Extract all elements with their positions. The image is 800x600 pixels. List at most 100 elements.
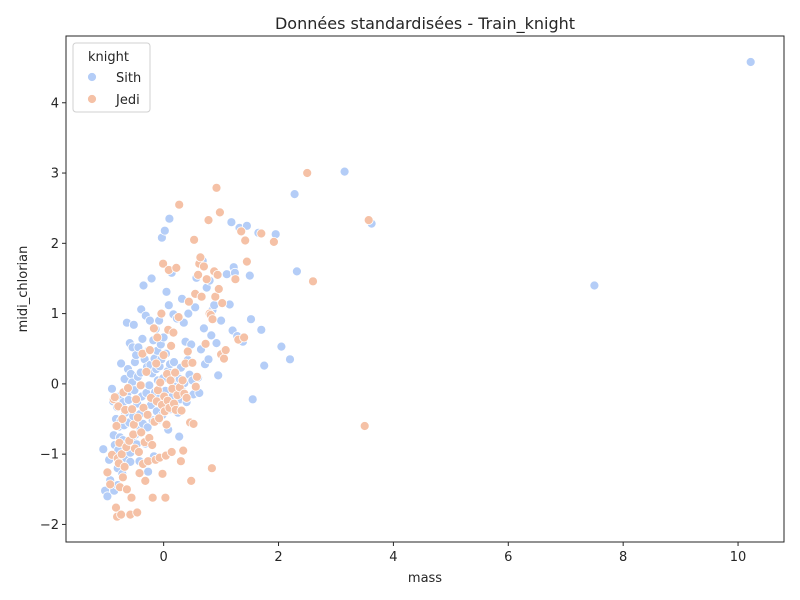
data-point-sith [174, 431, 185, 442]
data-point-jedi [132, 412, 143, 423]
data-point-jedi [158, 350, 169, 361]
data-point-jedi [119, 461, 130, 472]
data-point-sith [164, 213, 175, 224]
y-tick-label: 0 [51, 377, 59, 392]
data-point-sith [159, 225, 170, 236]
data-point-jedi [155, 377, 166, 388]
data-point-sith [226, 217, 237, 228]
data-point-jedi [214, 207, 225, 218]
data-point-sith [246, 314, 256, 325]
data-point-sith [146, 273, 157, 284]
data-point-sith [107, 383, 117, 394]
data-point-jedi [102, 467, 113, 478]
data-point-sith [291, 266, 302, 277]
data-point-jedi [141, 366, 152, 377]
data-point-jedi [217, 298, 228, 309]
data-point-jedi [240, 235, 251, 246]
data-point-jedi [201, 274, 212, 285]
data-point-sith [256, 324, 267, 335]
data-point-jedi [160, 492, 171, 503]
data-point-sith [161, 286, 172, 297]
data-point-jedi [200, 338, 211, 349]
data-point-jedi [193, 269, 204, 280]
data-point-jedi [131, 394, 142, 405]
data-point-sith [289, 189, 300, 200]
data-point-sith [163, 300, 174, 311]
data-point-jedi [256, 228, 267, 239]
data-point-jedi [142, 409, 153, 420]
data-point-sith [143, 466, 154, 477]
data-point-sith [276, 341, 287, 352]
data-point-sith [339, 166, 350, 177]
data-point-jedi [195, 252, 206, 263]
data-point-jedi [171, 262, 182, 273]
data-point-jedi [147, 492, 158, 503]
data-point-jedi [161, 419, 172, 430]
data-point-jedi [174, 199, 185, 210]
data-point-jedi [126, 492, 137, 503]
data-point-jedi [148, 323, 159, 334]
data-point-jedi [173, 312, 184, 323]
y-tick-label: 3 [51, 167, 59, 182]
data-point-jedi [157, 468, 168, 479]
data-point-jedi [166, 447, 177, 457]
data-point-sith [589, 280, 600, 291]
data-point-jedi [187, 357, 198, 368]
data-point-jedi [140, 475, 151, 486]
data-point-jedi [211, 182, 222, 193]
y-tick-label: 4 [51, 96, 59, 111]
x-tick-label: 2 [274, 550, 282, 565]
y-tick-label: −2 [40, 518, 59, 533]
data-point-jedi [230, 274, 241, 285]
x-axis-label: mass [408, 571, 442, 586]
data-point-jedi [190, 381, 201, 392]
data-point-jedi [170, 367, 181, 378]
data-point-jedi [123, 383, 133, 394]
data-point-jedi [105, 479, 116, 490]
data-point-jedi [220, 345, 231, 356]
data-point-jedi [111, 421, 122, 431]
data-point-jedi [132, 507, 143, 518]
data-point-jedi [189, 234, 200, 245]
x-tick-label: 6 [504, 550, 512, 565]
data-point-jedi [144, 345, 155, 356]
data-point-jedi [359, 421, 370, 431]
data-point-jedi [117, 414, 128, 424]
data-point-jedi [182, 346, 193, 357]
x-tick-label: 8 [619, 550, 627, 565]
data-point-jedi [198, 261, 209, 272]
data-point-sith [203, 354, 214, 365]
data-point-jedi [116, 509, 126, 520]
data-point-sith [244, 270, 255, 281]
legend-title: knight [88, 50, 129, 65]
data-point-jedi [302, 168, 313, 178]
data-point-jedi [135, 380, 146, 391]
data-point-sith [138, 280, 149, 291]
data-point-jedi [207, 314, 218, 325]
y-tick-label: −1 [40, 448, 59, 463]
data-point-sith [206, 330, 217, 341]
legend-marker-sith [87, 72, 97, 82]
data-point-jedi [196, 291, 207, 302]
data-point-sith [198, 323, 209, 334]
y-axis-label: midi_chlorian [16, 246, 31, 333]
data-point-jedi [203, 215, 214, 226]
data-point-jedi [183, 296, 194, 307]
data-point-jedi [134, 468, 145, 479]
data-point-jedi [116, 449, 127, 460]
data-point-jedi [186, 475, 197, 486]
data-point-jedi [156, 308, 167, 319]
data-point-jedi [158, 258, 169, 269]
data-point-jedi [241, 256, 252, 267]
chart-title: Données standardisées - Train_knight [275, 14, 575, 34]
data-point-sith [221, 269, 232, 280]
data-point-sith [169, 357, 179, 368]
data-point-sith [259, 360, 270, 371]
data-point-jedi [308, 276, 318, 287]
x-tick-label: 10 [730, 550, 747, 565]
data-point-jedi [136, 427, 147, 438]
data-point-jedi [363, 215, 374, 226]
x-tick-label: 4 [389, 550, 397, 565]
data-point-jedi [212, 269, 223, 280]
data-point-jedi [151, 358, 162, 369]
